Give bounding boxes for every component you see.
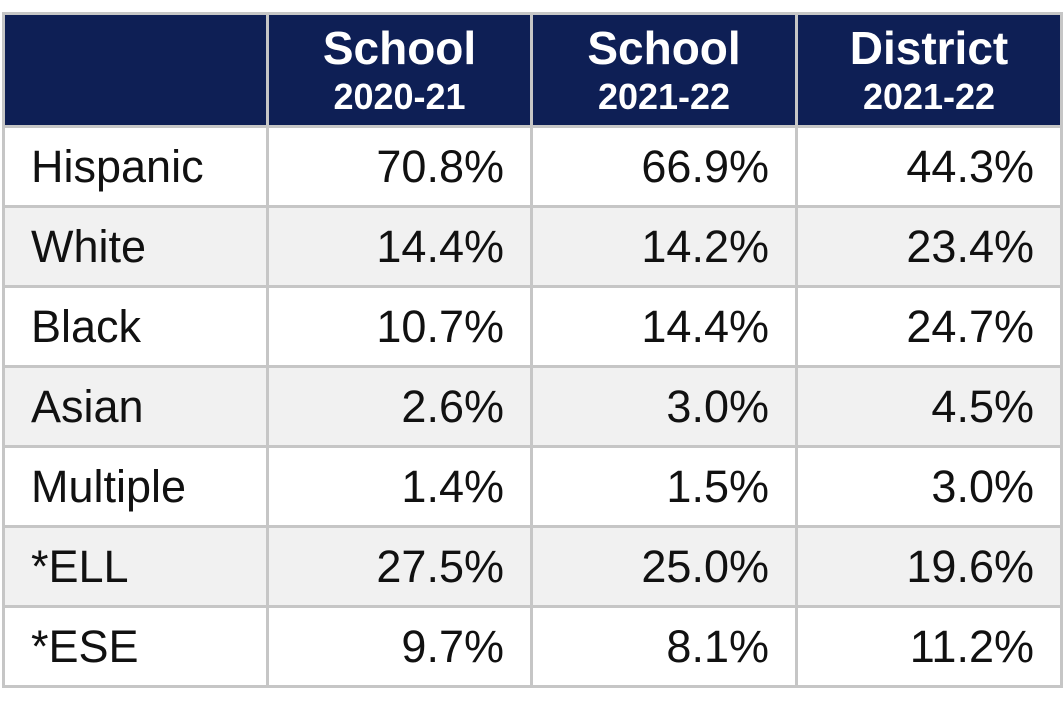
row-label: *ESE bbox=[2, 605, 269, 688]
cell-value: 3.0% bbox=[530, 365, 798, 448]
cell-value: 9.7% bbox=[266, 605, 533, 688]
row-label: Asian bbox=[2, 365, 269, 448]
header-cell: School 2020-21 bbox=[266, 12, 533, 128]
cell-value: 23.4% bbox=[795, 205, 1063, 288]
cell-value: 25.0% bbox=[530, 525, 798, 608]
cell-value: 66.9% bbox=[530, 125, 798, 208]
table-row: Hispanic 70.8% 66.9% 44.3% bbox=[2, 125, 1063, 208]
cell-value: 2.6% bbox=[266, 365, 533, 448]
header-year: 2021-22 bbox=[862, 76, 996, 118]
cell-value: 14.4% bbox=[266, 205, 533, 288]
header-title: School bbox=[587, 21, 741, 74]
cell-value: 27.5% bbox=[266, 525, 533, 608]
header-cell bbox=[2, 12, 269, 128]
header-title: District bbox=[849, 21, 1009, 74]
table-row: Asian 2.6% 3.0% 4.5% bbox=[2, 365, 1063, 448]
cell-value: 8.1% bbox=[530, 605, 798, 688]
cell-value: 19.6% bbox=[795, 525, 1063, 608]
table-row: White 14.4% 14.2% 23.4% bbox=[2, 205, 1063, 288]
header-cell: School 2021-22 bbox=[530, 12, 798, 128]
row-label: Hispanic bbox=[2, 125, 269, 208]
row-label: Multiple bbox=[2, 445, 269, 528]
header-year: 2021-22 bbox=[597, 76, 731, 118]
header-year: 2020-21 bbox=[333, 76, 466, 118]
table-row: Black 10.7% 14.4% 24.7% bbox=[2, 285, 1063, 368]
cell-value: 10.7% bbox=[266, 285, 533, 368]
row-label: Black bbox=[2, 285, 269, 368]
data-table: School 2020-21 School 2021-22 District 2021-2… bbox=[2, 12, 1063, 688]
row-label: White bbox=[2, 205, 269, 288]
cell-value: 14.2% bbox=[530, 205, 798, 288]
cell-value: 14.4% bbox=[530, 285, 798, 368]
table-row: *ELL 27.5% 25.0% 19.6% bbox=[2, 525, 1063, 608]
row-label: *ELL bbox=[2, 525, 269, 608]
table-row: *ESE 9.7% 8.1% 11.2% bbox=[2, 605, 1063, 688]
table-body: Hispanic 70.8% 66.9% 44.3% White 14.4% 14.2% 23… bbox=[2, 125, 1063, 688]
header-row: School 2020-21 School 2021-22 District 2021-2… bbox=[2, 12, 1063, 128]
cell-value: 3.0% bbox=[795, 445, 1063, 528]
cell-value: 1.4% bbox=[266, 445, 533, 528]
cell-value: 44.3% bbox=[795, 125, 1063, 208]
table-row: Multiple 1.4% 1.5% 3.0% bbox=[2, 445, 1063, 528]
cell-value: 70.8% bbox=[266, 125, 533, 208]
header-cell: District 2021-22 bbox=[795, 12, 1063, 128]
header-title: School bbox=[322, 21, 477, 74]
cell-value: 1.5% bbox=[530, 445, 798, 528]
cell-value: 11.2% bbox=[795, 605, 1063, 688]
cell-value: 4.5% bbox=[795, 365, 1063, 448]
cell-value: 24.7% bbox=[795, 285, 1063, 368]
